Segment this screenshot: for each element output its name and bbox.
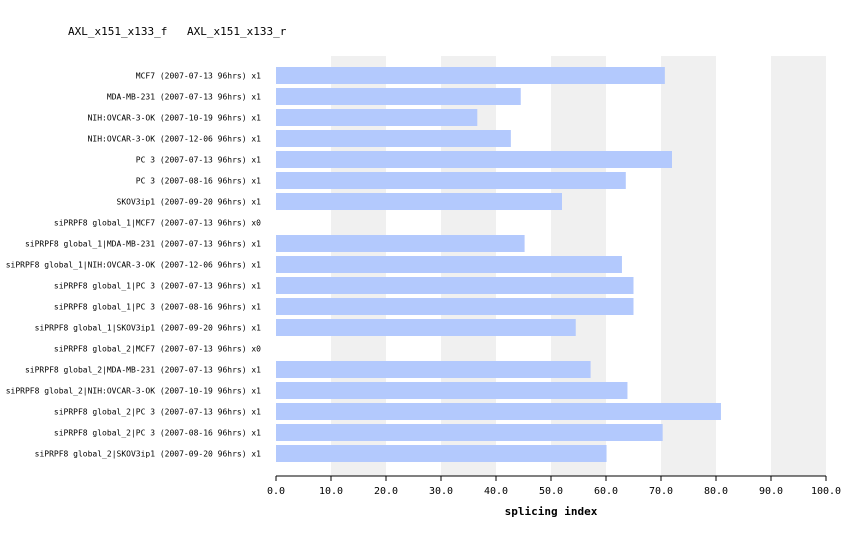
bar — [276, 403, 721, 420]
bar — [276, 109, 478, 126]
x-tick-label: 0.0 — [267, 486, 285, 497]
x-tick-label: 70.0 — [649, 486, 673, 497]
bars-group — [276, 67, 721, 462]
x-tick-label: 30.0 — [429, 486, 453, 497]
category-label: siPRPF8 global_2|MDA-MB-231 (2007-07-13 … — [25, 366, 261, 375]
bar — [276, 193, 562, 210]
category-label: MCF7 (2007-07-13 96hrs) x1 — [136, 72, 261, 81]
category-label: siPRPF8 global_2|MCF7 (2007-07-13 96hrs)… — [54, 345, 261, 354]
category-label: siPRPF8 global_2|PC 3 (2007-08-16 96hrs)… — [54, 429, 261, 438]
x-axis-title: splicing index — [505, 505, 598, 518]
category-labels: MCF7 (2007-07-13 96hrs) x1 MDA-MB-231 (20… — [6, 72, 261, 459]
category-label: SKOV3ip1 (2007-09-20 96hrs) x1 — [117, 198, 262, 207]
x-tick-label: 10.0 — [319, 486, 343, 497]
header-right-title: AXL_x151_x133_r — [187, 25, 287, 38]
bar — [276, 88, 521, 105]
x-tick-label: 20.0 — [374, 486, 398, 497]
x-axis: 0.0 10.0 20.0 30.0 40.0 50.0 60.0 70.0 80.0 90.0 1… — [267, 475, 841, 497]
bar — [276, 256, 622, 273]
header-left-title: AXL_x151_x133_f — [68, 25, 167, 38]
category-label: siPRPF8 global_1|MDA-MB-231 (2007-07-13 … — [25, 240, 261, 249]
category-label: siPRPF8 global_1|NIH:OVCAR-3-OK (2007-12… — [6, 261, 261, 270]
category-label: NIH:OVCAR-3-OK (2007-10-19 96hrs) x1 — [88, 114, 262, 123]
category-label: siPRPF8 global_1|PC 3 (2007-08-16 96hrs)… — [54, 303, 261, 312]
category-label: MDA-MB-231 (2007-07-13 96hrs) x1 — [107, 93, 261, 102]
bar — [276, 361, 591, 378]
bar — [276, 235, 525, 252]
bar — [276, 382, 628, 399]
bar — [276, 67, 665, 84]
x-tick-label: 50.0 — [539, 486, 563, 497]
x-tick-label: 60.0 — [594, 486, 618, 497]
bar — [276, 319, 576, 336]
category-label: NIH:OVCAR-3-OK (2007-12-06 96hrs) x1 — [88, 135, 262, 144]
category-label: PC 3 (2007-07-13 96hrs) x1 — [136, 156, 261, 165]
category-label: siPRPF8 global_1|MCF7 (2007-07-13 96hrs)… — [54, 219, 261, 228]
bar — [276, 298, 634, 315]
grid-band — [771, 56, 826, 476]
bar — [276, 151, 672, 168]
category-label: siPRPF8 global_2|SKOV3ip1 (2007-09-20 96… — [35, 450, 262, 459]
chart-header: AXL_x151_x133_f AXL_x151_x133_r — [68, 25, 287, 38]
category-label: PC 3 (2007-08-16 96hrs) x1 — [136, 177, 261, 186]
bar — [276, 130, 511, 147]
x-tick-label: 80.0 — [704, 486, 728, 497]
bar — [276, 445, 607, 462]
x-tick-label: 100.0 — [811, 486, 841, 497]
category-label: siPRPF8 global_1|SKOV3ip1 (2007-09-20 96… — [35, 324, 262, 333]
category-label: siPRPF8 global_2|PC 3 (2007-07-13 96hrs)… — [54, 408, 261, 417]
x-tick-label: 40.0 — [484, 486, 508, 497]
bar — [276, 277, 634, 294]
bar — [276, 172, 626, 189]
category-label: siPRPF8 global_1|PC 3 (2007-07-13 96hrs)… — [54, 282, 261, 291]
bar — [276, 424, 663, 441]
category-label: siPRPF8 global_2|NIH:OVCAR-3-OK (2007-10… — [6, 387, 261, 396]
x-tick-label: 90.0 — [759, 486, 783, 497]
